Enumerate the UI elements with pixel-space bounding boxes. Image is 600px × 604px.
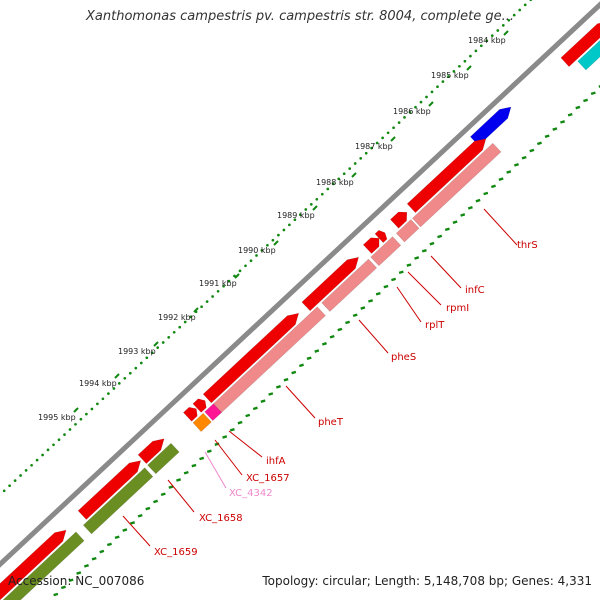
svg-text:1986 kbp: 1986 kbp (393, 107, 431, 116)
feature-ihfA-cds2[interactable] (183, 407, 197, 421)
label-ihfA[interactable]: ihfA (229, 431, 286, 467)
svg-text:1991 kbp: 1991 kbp (199, 279, 237, 288)
label-text-thrS: thrS (517, 240, 538, 251)
tick-1986-kbp: 1986 kbp (393, 102, 433, 116)
label-text-XC_4342: XC_4342 (229, 488, 273, 499)
label-text-pheT: pheT (318, 417, 344, 428)
label-text-XC_1657: XC_1657 (246, 473, 290, 484)
tick-1994-kbp: 1994 kbp (79, 374, 119, 388)
label-text-rplT: rplT (425, 320, 445, 331)
tick-1984-kbp: 1984 kbp (468, 31, 508, 45)
feature-blue-gene[interactable] (470, 107, 511, 146)
genome-backbone (0, 0, 600, 583)
svg-text:1992 kbp: 1992 kbp (158, 313, 196, 322)
label-infC[interactable]: infC (431, 256, 485, 296)
label-XC_1658[interactable]: XC_1658 (168, 480, 243, 524)
svg-text:1994 kbp: 1994 kbp (79, 379, 117, 388)
label-pheS[interactable]: pheS (359, 320, 416, 363)
map-title: Xanthomonas campestris pv. campestris st… (0, 9, 600, 24)
tick-1988-kbp: 1988 kbp (316, 173, 356, 187)
tick-1993-kbp: 1993 kbp (118, 342, 158, 356)
label-rpmI[interactable]: rpmI (408, 272, 469, 314)
tick-1991-kbp: 1991 kbp (199, 274, 239, 288)
label-text-XC_1658: XC_1658 (199, 513, 243, 524)
label-pheT[interactable]: pheT (286, 386, 344, 428)
svg-text:1985 kbp: 1985 kbp (431, 71, 469, 80)
label-thrS[interactable]: thrS (484, 209, 538, 251)
svg-text:1990 kbp: 1990 kbp (238, 246, 276, 255)
svg-text:1989 kbp: 1989 kbp (277, 211, 315, 220)
label-rplT[interactable]: rplT (397, 287, 445, 331)
svg-text:1995 kbp: 1995 kbp (38, 413, 76, 422)
label-text-infC: infC (465, 285, 485, 296)
svg-text:1987 kbp: 1987 kbp (355, 142, 393, 151)
feature-pheT-light[interactable] (213, 307, 325, 413)
tick-1995-kbp: 1995 kbp (38, 408, 78, 422)
svg-text:1984 kbp: 1984 kbp (468, 36, 506, 45)
label-text-pheS: pheS (391, 352, 416, 363)
feature-thrS-light[interactable] (412, 143, 501, 227)
tick-1989-kbp: 1989 kbp (277, 206, 317, 220)
feature-XC_1659-olive[interactable] (0, 532, 84, 600)
label-text-ihfA: ihfA (266, 456, 286, 467)
svg-text:1988 kbp: 1988 kbp (316, 178, 354, 187)
tick-1990-kbp: 1990 kbp (238, 241, 278, 255)
accession-label: Accession: NC_007086 (8, 574, 144, 588)
tick-1987-kbp: 1987 kbp (355, 137, 395, 151)
genome-summary: Topology: circular; Length: 5,148,708 bp… (262, 574, 592, 588)
tick-1985-kbp: 1985 kbp (431, 66, 471, 80)
tick-1992-kbp: 1992 kbp (158, 308, 198, 322)
feature-tracks (0, 18, 600, 600)
label-text-XC_1659: XC_1659 (154, 547, 198, 558)
svg-text:1993 kbp: 1993 kbp (118, 347, 156, 356)
label-text-rpmI: rpmI (446, 303, 469, 314)
